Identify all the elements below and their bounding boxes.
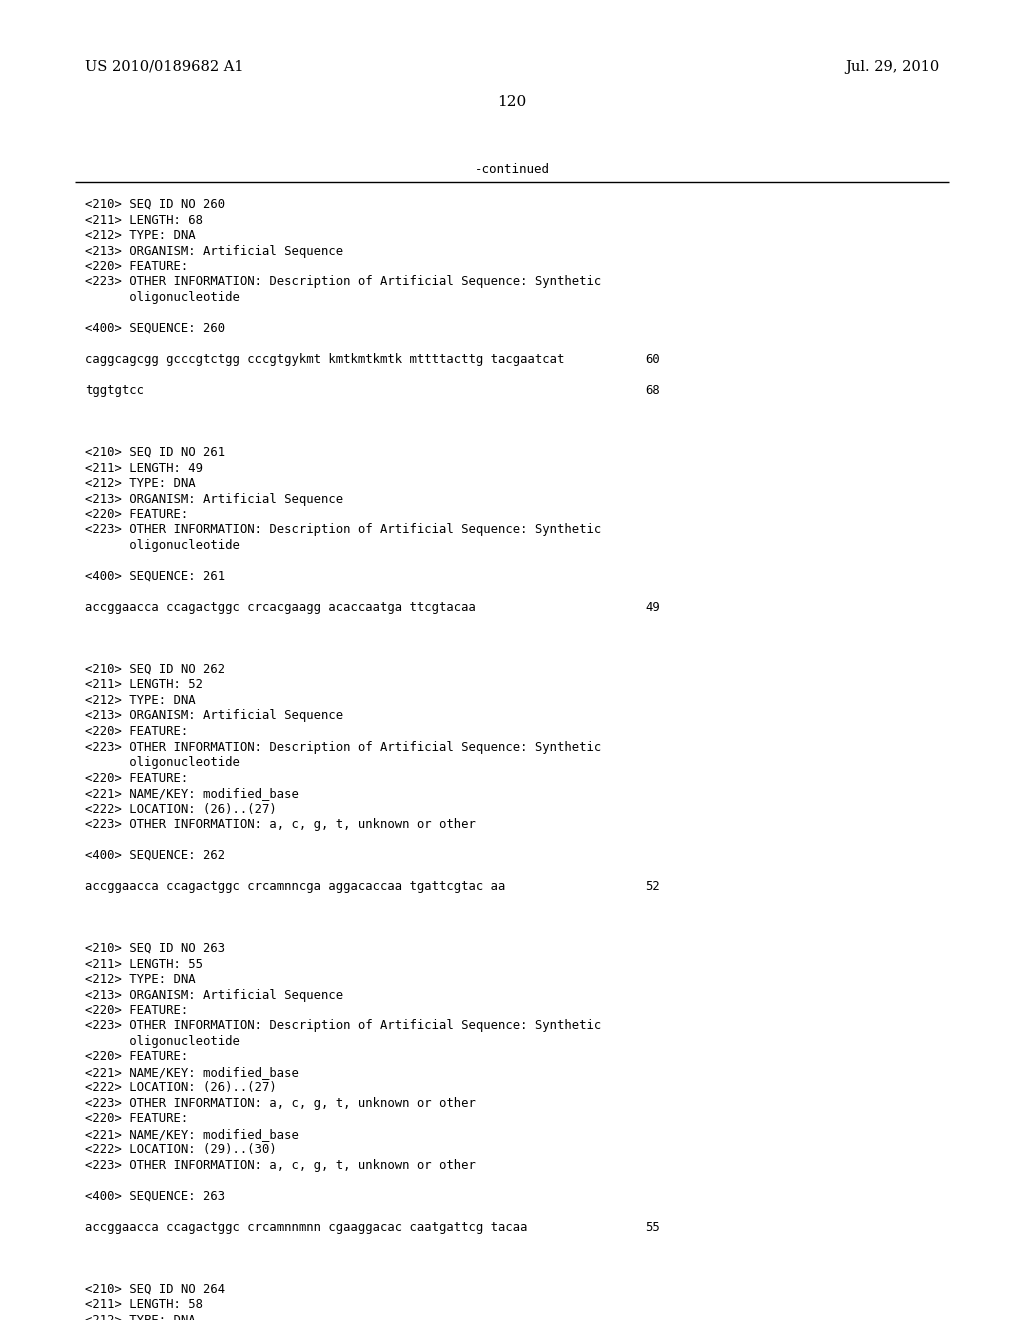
Text: -continued: -continued (474, 162, 550, 176)
Text: <223> OTHER INFORMATION: Description of Artificial Sequence: Synthetic: <223> OTHER INFORMATION: Description of … (85, 1019, 601, 1032)
Text: <400> SEQUENCE: 263: <400> SEQUENCE: 263 (85, 1191, 225, 1203)
Text: <220> FEATURE:: <220> FEATURE: (85, 260, 188, 273)
Text: <212> TYPE: DNA: <212> TYPE: DNA (85, 477, 196, 490)
Text: <220> FEATURE:: <220> FEATURE: (85, 725, 188, 738)
Text: <222> LOCATION: (26)..(27): <222> LOCATION: (26)..(27) (85, 1081, 276, 1094)
Text: caggcagcgg gcccgtctgg cccgtgykmt kmtkmtkmtk mttttacttg tacgaatcat: caggcagcgg gcccgtctgg cccgtgykmt kmtkmtk… (85, 352, 564, 366)
Text: accggaacca ccagactggc crcamnncga aggacaccaa tgattcgtac aa: accggaacca ccagactggc crcamnncga aggacac… (85, 880, 506, 894)
Text: <211> LENGTH: 49: <211> LENGTH: 49 (85, 462, 203, 474)
Text: <400> SEQUENCE: 262: <400> SEQUENCE: 262 (85, 849, 225, 862)
Text: accggaacca ccagactggc crcamnnmnn cgaaggacac caatgattcg tacaa: accggaacca ccagactggc crcamnnmnn cgaagga… (85, 1221, 527, 1234)
Text: <220> FEATURE:: <220> FEATURE: (85, 1051, 188, 1064)
Text: <212> TYPE: DNA: <212> TYPE: DNA (85, 1313, 196, 1320)
Text: 55: 55 (645, 1221, 660, 1234)
Text: <211> LENGTH: 55: <211> LENGTH: 55 (85, 957, 203, 970)
Text: <212> TYPE: DNA: <212> TYPE: DNA (85, 973, 196, 986)
Text: <223> OTHER INFORMATION: a, c, g, t, unknown or other: <223> OTHER INFORMATION: a, c, g, t, unk… (85, 1097, 476, 1110)
Text: <210> SEQ ID NO 261: <210> SEQ ID NO 261 (85, 446, 225, 459)
Text: <220> FEATURE:: <220> FEATURE: (85, 1113, 188, 1126)
Text: <213> ORGANISM: Artificial Sequence: <213> ORGANISM: Artificial Sequence (85, 244, 343, 257)
Text: oligonucleotide: oligonucleotide (85, 756, 240, 770)
Text: <400> SEQUENCE: 260: <400> SEQUENCE: 260 (85, 322, 225, 335)
Text: accggaacca ccagactggc crcacgaagg acaccaatga ttcgtacaa: accggaacca ccagactggc crcacgaagg acaccaa… (85, 601, 476, 614)
Text: <211> LENGTH: 68: <211> LENGTH: 68 (85, 214, 203, 227)
Text: <223> OTHER INFORMATION: Description of Artificial Sequence: Synthetic: <223> OTHER INFORMATION: Description of … (85, 276, 601, 289)
Text: 68: 68 (645, 384, 660, 397)
Text: oligonucleotide: oligonucleotide (85, 1035, 240, 1048)
Text: Jul. 29, 2010: Jul. 29, 2010 (845, 59, 939, 74)
Text: <400> SEQUENCE: 261: <400> SEQUENCE: 261 (85, 570, 225, 583)
Text: <221> NAME/KEY: modified_base: <221> NAME/KEY: modified_base (85, 787, 299, 800)
Text: 120: 120 (498, 95, 526, 110)
Text: 52: 52 (645, 880, 660, 894)
Text: <223> OTHER INFORMATION: a, c, g, t, unknown or other: <223> OTHER INFORMATION: a, c, g, t, unk… (85, 818, 476, 832)
Text: <220> FEATURE:: <220> FEATURE: (85, 508, 188, 521)
Text: <222> LOCATION: (26)..(27): <222> LOCATION: (26)..(27) (85, 803, 276, 816)
Text: <221> NAME/KEY: modified_base: <221> NAME/KEY: modified_base (85, 1129, 299, 1140)
Text: <213> ORGANISM: Artificial Sequence: <213> ORGANISM: Artificial Sequence (85, 492, 343, 506)
Text: 60: 60 (645, 352, 660, 366)
Text: <210> SEQ ID NO 263: <210> SEQ ID NO 263 (85, 942, 225, 954)
Text: <223> OTHER INFORMATION: Description of Artificial Sequence: Synthetic: <223> OTHER INFORMATION: Description of … (85, 524, 601, 536)
Text: <223> OTHER INFORMATION: Description of Artificial Sequence: Synthetic: <223> OTHER INFORMATION: Description of … (85, 741, 601, 754)
Text: <213> ORGANISM: Artificial Sequence: <213> ORGANISM: Artificial Sequence (85, 989, 343, 1002)
Text: <210> SEQ ID NO 264: <210> SEQ ID NO 264 (85, 1283, 225, 1296)
Text: <220> FEATURE:: <220> FEATURE: (85, 771, 188, 784)
Text: oligonucleotide: oligonucleotide (85, 539, 240, 552)
Text: <211> LENGTH: 52: <211> LENGTH: 52 (85, 678, 203, 692)
Text: 49: 49 (645, 601, 660, 614)
Text: oligonucleotide: oligonucleotide (85, 290, 240, 304)
Text: <220> FEATURE:: <220> FEATURE: (85, 1005, 188, 1016)
Text: <210> SEQ ID NO 262: <210> SEQ ID NO 262 (85, 663, 225, 676)
Text: US 2010/0189682 A1: US 2010/0189682 A1 (85, 59, 244, 74)
Text: <221> NAME/KEY: modified_base: <221> NAME/KEY: modified_base (85, 1067, 299, 1078)
Text: <211> LENGTH: 58: <211> LENGTH: 58 (85, 1299, 203, 1312)
Text: tggtgtcc: tggtgtcc (85, 384, 144, 397)
Text: <210> SEQ ID NO 260: <210> SEQ ID NO 260 (85, 198, 225, 211)
Text: <222> LOCATION: (29)..(30): <222> LOCATION: (29)..(30) (85, 1143, 276, 1156)
Text: <212> TYPE: DNA: <212> TYPE: DNA (85, 228, 196, 242)
Text: <212> TYPE: DNA: <212> TYPE: DNA (85, 694, 196, 708)
Text: <213> ORGANISM: Artificial Sequence: <213> ORGANISM: Artificial Sequence (85, 710, 343, 722)
Text: <223> OTHER INFORMATION: a, c, g, t, unknown or other: <223> OTHER INFORMATION: a, c, g, t, unk… (85, 1159, 476, 1172)
